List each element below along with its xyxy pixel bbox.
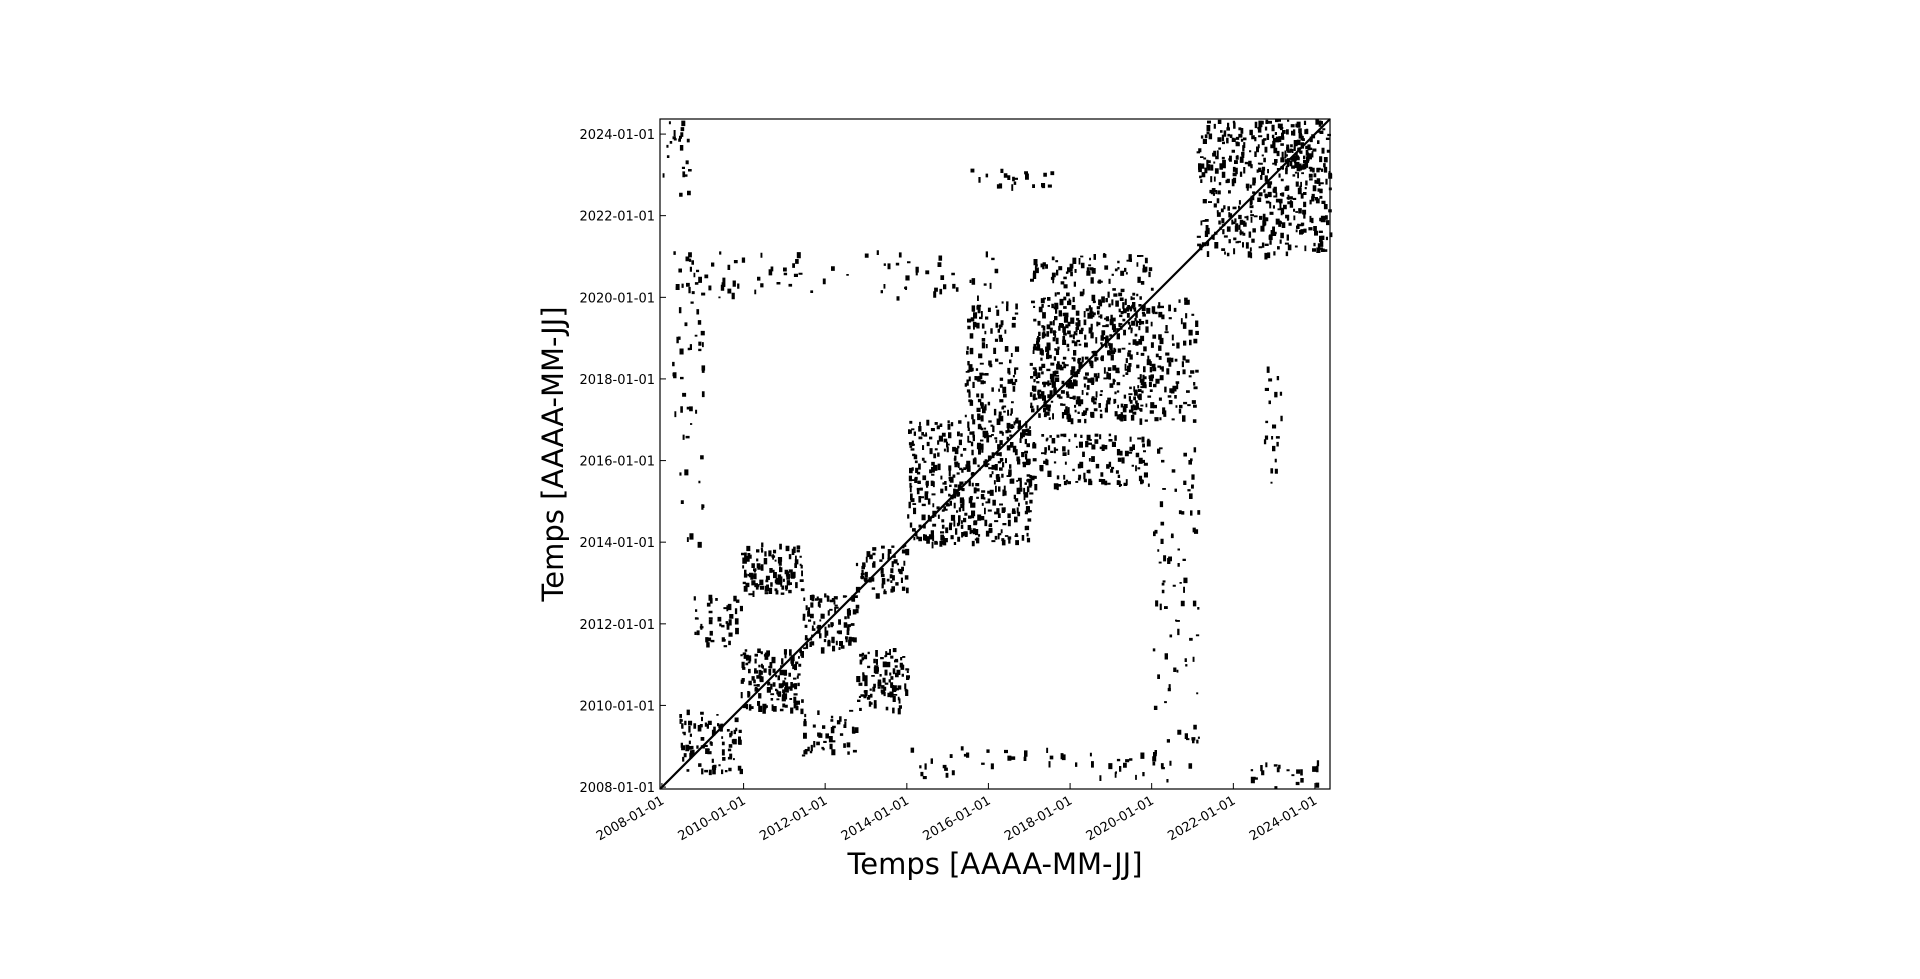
recurrence-block-cells-26 (1250, 760, 1320, 789)
y-tick-label-1: 2010-01-01 (579, 699, 655, 714)
recurrence-block-5 (741, 542, 805, 597)
y-tick-label-7: 2022-01-01 (579, 210, 655, 225)
recurrence-block-21 (1196, 199, 1254, 258)
x-tick-label-0: 2008-01-01 (594, 793, 667, 844)
recurrence-block-cells-32 (1263, 366, 1283, 484)
recurrence-block-2 (740, 648, 804, 715)
recurrence-block-32 (1263, 366, 1283, 484)
recurrence-block-cells-10 (964, 420, 1033, 487)
y-axis-ticks: 2008-01-01 2010-01-01 2012-01-01 2014-01-01… (579, 128, 666, 796)
recurrence-block-9 (907, 484, 968, 549)
recurrence-block-28 (910, 746, 1157, 781)
recurrence-block-cells-28 (910, 746, 1157, 781)
recurrence-block-cells-14 (1017, 433, 1151, 491)
recurrence-block-31 (1281, 142, 1312, 175)
recurrence-block-cells-17 (1031, 297, 1089, 369)
recurrence-block-cells-23 (1196, 119, 1253, 204)
recurrence-block-cells-15 (1029, 362, 1090, 425)
y-tick-label-5: 2018-01-01 (579, 373, 655, 388)
recurrence-block-15 (1029, 362, 1090, 425)
recurrence-block-cells-1 (679, 709, 743, 776)
recurrence-block-13 (964, 301, 1020, 438)
y-tick-label-4: 2016-01-01 (579, 455, 655, 470)
recurrence-block-24 (1250, 198, 1333, 260)
recurrence-block-12 (964, 485, 1034, 547)
recurrence-block-cells-4 (855, 544, 910, 599)
recurrence-block-cells-27 (672, 286, 706, 548)
recurrence-marks (659, 118, 1333, 790)
recurrence-block-18 (1087, 363, 1156, 425)
y-tick-label-2: 2012-01-01 (579, 618, 655, 633)
x-axis-label: Temps [AAAA-MM-JJ] (846, 847, 1142, 881)
recurrence-block-27 (672, 286, 706, 548)
recurrence-block-7 (693, 594, 743, 648)
recurrence-block-cells-20 (1030, 253, 1154, 303)
recurrence-block-11 (908, 419, 967, 491)
x-tick-label-3: 2014-01-01 (839, 793, 912, 844)
recurrence-block-29 (1152, 447, 1201, 783)
x-tick-label-7: 2022-01-01 (1165, 793, 1238, 844)
x-tick-label-6: 2020-01-01 (1084, 793, 1157, 844)
recurrence-block-17 (1031, 297, 1089, 369)
x-tick-label-1: 2010-01-01 (676, 793, 749, 844)
recurrence-block-19 (1151, 297, 1199, 423)
recurrence-block-cells-21 (1196, 199, 1254, 258)
recurrence-block-cells-2 (740, 648, 804, 715)
x-axis-ticks: 2008-01-01 2010-01-01 2012-01-01 2014-01-01… (594, 783, 1320, 844)
recurrence-block-cells-24 (1250, 198, 1333, 260)
plot-area-frame (659, 118, 1331, 790)
recurrence-block-1 (679, 709, 743, 776)
y-tick-label-8: 2024-01-01 (579, 128, 655, 143)
x-tick-label-8: 2024-01-01 (1247, 793, 1320, 844)
recurrence-block-6 (856, 648, 910, 715)
recurrence-block-cells-16 (1087, 297, 1154, 367)
recurrence-block-26 (1250, 760, 1320, 789)
recurrence-block-25 (662, 120, 692, 197)
y-axis-label: Temps [AAAA-MM-JJ] (536, 306, 570, 602)
recurrence-block-cells-19 (1151, 297, 1199, 423)
recurrence-block-33 (970, 168, 1055, 191)
recurrence-block-cells-29 (1152, 447, 1201, 783)
recurrence-block-23 (1196, 119, 1253, 204)
recurrence-block-10 (964, 420, 1033, 487)
main-diagonal-line (659, 118, 1331, 790)
recurrence-block-cells-6 (856, 648, 910, 715)
y-tick-label-3: 2014-01-01 (579, 536, 655, 551)
recurrence-block-14 (1017, 433, 1151, 491)
x-tick-label-5: 2018-01-01 (1002, 793, 1075, 844)
recurrence-block-20 (1030, 253, 1154, 303)
x-tick-label-4: 2016-01-01 (920, 793, 993, 844)
recurrence-block-cells-7 (693, 594, 743, 648)
recurrence-block-cells-33 (970, 168, 1055, 191)
recurrence-block-cells-30 (673, 250, 999, 301)
recurrence-block-cells-12 (964, 485, 1034, 547)
recurrence-block-22 (1250, 119, 1333, 204)
y-tick-label-0: 2008-01-01 (579, 781, 655, 796)
recurrence-block-cells-31 (1281, 142, 1312, 175)
recurrence-block-cells-13 (964, 301, 1020, 438)
recurrence-block-cells-22 (1250, 119, 1333, 204)
recurrence-block-cells-5 (741, 542, 805, 597)
recurrence-block-cells-18 (1087, 363, 1156, 425)
recurrence-block-cells-11 (908, 419, 967, 491)
recurrence-block-cells-8 (801, 709, 859, 757)
recurrence-block-3 (802, 593, 860, 654)
recurrence-block-30 (673, 250, 999, 301)
recurrence-block-cells-9 (907, 484, 968, 549)
recurrence-block-cells-3 (802, 593, 860, 654)
y-tick-label-6: 2020-01-01 (579, 291, 655, 306)
recurrence-block-0 (659, 118, 1331, 790)
recurrence-block-16 (1087, 297, 1154, 367)
x-tick-label-2: 2012-01-01 (757, 793, 830, 844)
recurrence-block-cells-25 (662, 120, 692, 197)
recurrence-block-8 (801, 709, 859, 757)
recurrence-block-4 (855, 544, 910, 599)
